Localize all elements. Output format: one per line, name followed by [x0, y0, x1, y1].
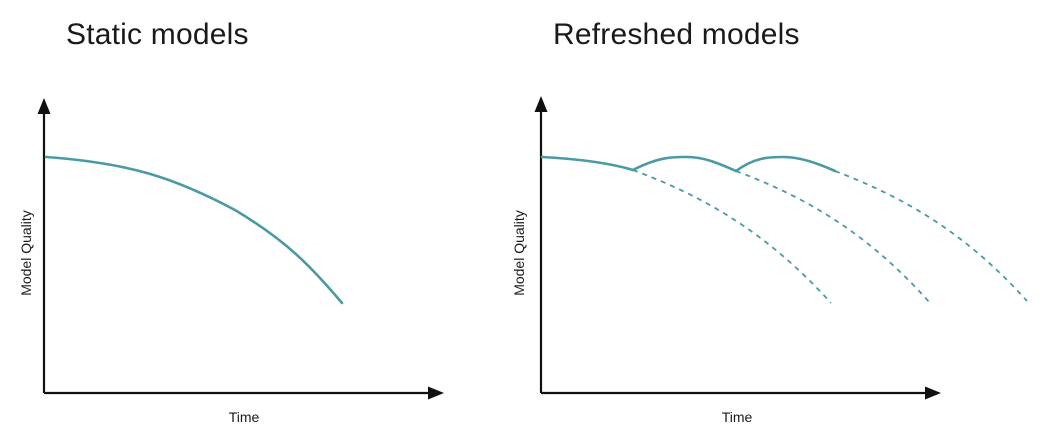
y-axis-arrow — [37, 98, 51, 114]
static-models-panel: Static models Model Quality Time — [0, 0, 500, 441]
y-axis-label: Model Quality — [511, 210, 527, 296]
x-axis-label: Time — [722, 409, 753, 425]
refreshed-models-panel: Refreshed models Model Quality Time — [495, 0, 1028, 441]
y-axis-arrow — [534, 96, 548, 112]
second-refresh-curve — [734, 155, 837, 173]
projected-decay-curve-1 — [632, 169, 832, 304]
panel-title: Refreshed models — [553, 18, 800, 51]
first-refresh-curve — [631, 155, 738, 173]
refreshed-models-diagram: Model Quality Time — [511, 96, 1028, 425]
x-axis-label: Time — [229, 409, 260, 425]
x-axis-arrow — [428, 386, 444, 400]
projected-decay-curve-2 — [735, 170, 931, 304]
panel-title: Static models — [66, 18, 249, 51]
x-axis-arrow — [925, 386, 941, 400]
quality-decline-curve — [44, 155, 344, 305]
static-models-diagram: Model Quality Time — [18, 98, 444, 425]
initial-model-curve — [540, 155, 635, 172]
projected-decay-curve-3 — [834, 170, 1028, 302]
y-axis-label: Model Quality — [18, 210, 34, 296]
